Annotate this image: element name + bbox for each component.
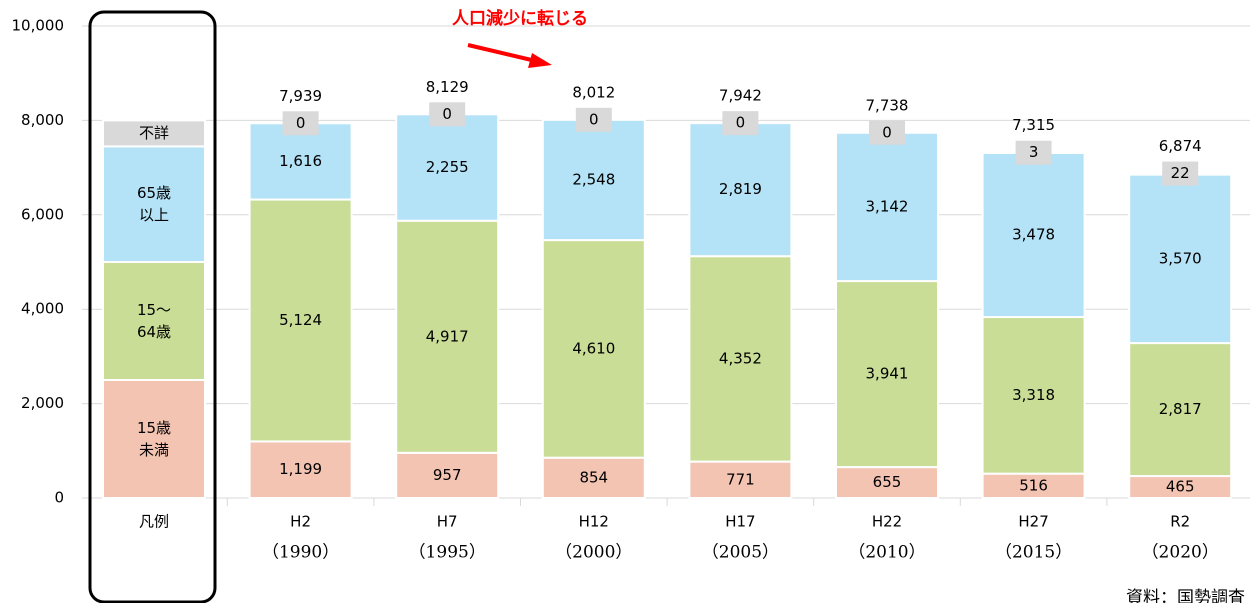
- total-label: 7,939: [279, 87, 322, 105]
- x-tick-label: H27: [1018, 513, 1048, 531]
- annotation-arrow: [467, 43, 541, 64]
- bar-segment: [688, 255, 793, 463]
- x-tick-label: H2: [290, 513, 311, 531]
- value-label: 771: [726, 470, 755, 488]
- bar-segment: [248, 122, 353, 201]
- value-label: 3: [1029, 143, 1039, 161]
- value-label-box: [869, 120, 905, 145]
- bar-segment: [541, 118, 646, 242]
- value-label-box: [722, 111, 759, 136]
- value-label-box: [575, 107, 612, 132]
- x-tick-year: （2010）: [848, 543, 925, 563]
- value-label: 3,941: [866, 365, 909, 383]
- total-label: 7,738: [866, 96, 909, 114]
- value-label: 0: [442, 105, 452, 123]
- y-tick-label: 0: [54, 489, 64, 507]
- total-label: 8,129: [426, 78, 469, 96]
- x-tick-year: （1990）: [262, 543, 339, 563]
- x-tick-year: （2000）: [555, 543, 632, 563]
- y-tick-label: 10,000: [12, 17, 65, 35]
- legend-label: 15～ 64歳: [136, 301, 172, 341]
- bar-segment: [981, 472, 1086, 500]
- bar-segment: [395, 451, 500, 499]
- bar-segment: [248, 440, 353, 499]
- legend-label: 15歳 未満: [136, 419, 172, 459]
- value-label: 2,548: [572, 170, 615, 188]
- bar-segment: [835, 280, 939, 469]
- value-label: 854: [579, 468, 608, 486]
- x-tick-year: （2020）: [1142, 543, 1219, 563]
- value-label: 957: [433, 466, 462, 484]
- value-label: 2,255: [426, 158, 469, 176]
- legend-label: 65歳 以上: [136, 184, 172, 225]
- legend-swatch: [102, 145, 206, 263]
- value-label: 4,917: [426, 327, 469, 345]
- y-tick-label: 8,000: [21, 111, 64, 129]
- x-tick-year: （1995）: [409, 543, 486, 563]
- plot: 0 2,000 4,000 6,000 8,000 10,000 凡例 15歳 未満 15～ 6…: [12, 10, 1250, 603]
- legend-label-box: 15歳 未満: [136, 419, 172, 459]
- value-label: 0: [296, 114, 306, 132]
- bar-segment: [835, 131, 939, 283]
- legend-category-label: 凡例: [139, 513, 169, 531]
- x-tick-label: R2: [1170, 513, 1190, 531]
- bar-segment: [981, 151, 1086, 319]
- value-label: 1,616: [279, 152, 322, 170]
- legend-swatch: [102, 119, 206, 148]
- value-label: 3,478: [1012, 225, 1055, 243]
- value-label: 3,570: [1159, 249, 1202, 267]
- value-label: 1,199: [279, 460, 322, 478]
- value-label: 3,318: [1012, 386, 1055, 404]
- value-label: 0: [589, 110, 599, 128]
- total-label: 8,012: [572, 83, 615, 101]
- value-label-box: [1015, 140, 1052, 165]
- x-tick-year: （2015）: [995, 543, 1072, 563]
- value-label: 655: [873, 473, 902, 491]
- value-label: 0: [882, 123, 892, 141]
- legend-swatch: [102, 379, 206, 499]
- y-tick-label: 4,000: [21, 300, 64, 318]
- value-label-box: [1162, 161, 1199, 186]
- bar-segment: [541, 456, 646, 499]
- legend-frame: [88, 10, 217, 603]
- bar-segment: [835, 466, 939, 500]
- value-label: 5,124: [279, 311, 322, 329]
- value-label: 4,610: [572, 339, 615, 357]
- total-label: 6,874: [1159, 137, 1202, 155]
- bar-segment: [688, 122, 793, 258]
- x-tick-label: H7: [437, 513, 458, 531]
- value-label-box: [282, 111, 319, 136]
- x-tick-year: （2005）: [702, 543, 779, 563]
- annotation-arrow-head: [528, 53, 552, 68]
- total-label: 7,942: [719, 87, 762, 105]
- value-label: 465: [1166, 478, 1195, 496]
- legend-label-box: 65歳 以上: [136, 184, 172, 225]
- bar-segment: [981, 316, 1086, 475]
- value-label: 2,817: [1159, 400, 1202, 418]
- source: 資料：国勢調査: [1126, 588, 1245, 603]
- bar-segment: [541, 239, 646, 459]
- value-label: 0: [736, 114, 746, 132]
- legend-swatch: [102, 261, 206, 381]
- value-label: 4,352: [719, 349, 762, 367]
- value-label: 3,142: [866, 197, 909, 215]
- x-tick-label: H12: [579, 513, 609, 531]
- bar-segment: [395, 219, 500, 454]
- value-label: 22: [1171, 164, 1190, 182]
- bar-segment: [1128, 342, 1233, 478]
- y-tick-label: 2,000: [21, 394, 64, 412]
- bar-segment: [248, 198, 353, 443]
- legend-label: 不詳: [138, 124, 169, 143]
- value-label: 2,819: [719, 180, 762, 198]
- y-tick-label: 6,000: [21, 205, 64, 223]
- legend-label-box: 15～ 64歳: [136, 301, 172, 341]
- annotation: 人口減少に転じる: [452, 8, 588, 29]
- legend-label-box: 不詳: [138, 124, 169, 143]
- total-label: 7,315: [1012, 116, 1055, 134]
- value-label-box: [429, 102, 466, 127]
- x-tick-label: H17: [725, 513, 755, 531]
- value-label: 516: [1019, 476, 1048, 494]
- x-tick-label: H22: [872, 513, 902, 531]
